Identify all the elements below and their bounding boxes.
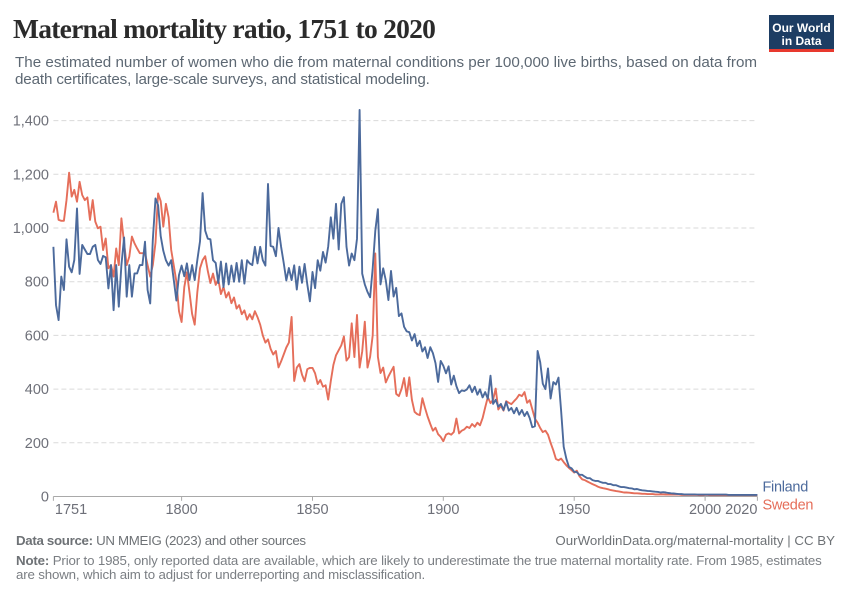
svg-text:1751: 1751 (55, 502, 87, 518)
svg-text:Sweden: Sweden (763, 498, 814, 514)
svg-text:800: 800 (25, 275, 49, 291)
svg-text:600: 600 (25, 328, 49, 344)
svg-text:1950: 1950 (558, 502, 590, 518)
svg-text:1900: 1900 (427, 502, 459, 518)
svg-text:2020: 2020 (725, 502, 757, 518)
svg-text:1800: 1800 (165, 502, 197, 518)
svg-text:1,200: 1,200 (13, 167, 49, 183)
svg-text:400: 400 (25, 382, 49, 398)
svg-text:200: 200 (25, 436, 49, 452)
svg-text:2000: 2000 (689, 502, 721, 518)
svg-text:1,000: 1,000 (13, 221, 49, 237)
svg-text:1850: 1850 (296, 502, 328, 518)
svg-text:1,400: 1,400 (13, 114, 49, 130)
svg-text:0: 0 (41, 490, 49, 506)
svg-text:Finland: Finland (763, 480, 809, 496)
